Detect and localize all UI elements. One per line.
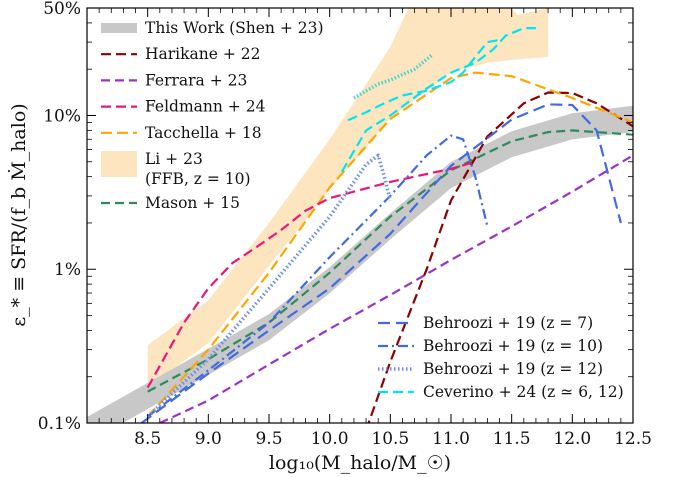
data-layer bbox=[87, 8, 633, 423]
x-tick-label: 10.5 bbox=[371, 429, 409, 449]
y-axis-label: ε_* ≡ SFR/(f_b Ṁ_halo) bbox=[7, 103, 30, 326]
legend-handle-li-ext bbox=[101, 151, 137, 177]
y-tick-label: 0.1% bbox=[38, 414, 81, 434]
legend-layer: This Work (Shen + 23) Harikane + 22 Ferrar… bbox=[101, 19, 624, 401]
legend-handle-shen bbox=[101, 23, 137, 33]
legend-label-mason: Mason + 15 bbox=[145, 194, 240, 212]
x-tick-label: 12.5 bbox=[614, 429, 652, 449]
series-group bbox=[87, 8, 633, 423]
x-tick-label: 11.5 bbox=[493, 429, 531, 449]
series-feldmann-line bbox=[146, 160, 476, 389]
x-tick-label: 8.5 bbox=[134, 429, 161, 449]
series-behroozi10-line bbox=[147, 134, 489, 418]
series-mason-line bbox=[147, 129, 633, 393]
legend-label-li: Li + 23 bbox=[145, 150, 203, 168]
x-tick-label: 12.0 bbox=[553, 429, 591, 449]
legend-label-behroozi10: Behroozi + 19 (z = 10) bbox=[423, 337, 603, 355]
series-behroozi7-line bbox=[140, 103, 622, 423]
x-tick-label: 11.0 bbox=[432, 429, 470, 449]
legend-label-behroozi7: Behroozi + 19 (z = 7) bbox=[423, 314, 593, 332]
series-li-fill bbox=[147, 8, 549, 388]
series-ceverino_z6_ext-line bbox=[347, 38, 500, 122]
series-tacchella-line bbox=[146, 71, 633, 418]
legend-label-ceverino: Ceverino + 24 (z ≃ 6, 12) bbox=[423, 383, 624, 401]
legend-label-ferrara: Ferrara + 23 bbox=[145, 71, 247, 89]
plot-frame bbox=[86, 7, 634, 424]
y-tick-label: 10% bbox=[43, 106, 81, 126]
legend-label-li-sub: (FFB, z = 10) bbox=[145, 170, 251, 188]
y-tick-label: 1% bbox=[54, 260, 81, 280]
x-tick-label: 10.0 bbox=[311, 429, 349, 449]
series-harikane-line bbox=[367, 91, 633, 423]
x-tick-label: 9.5 bbox=[255, 429, 282, 449]
legend-label-harikane: Harikane + 22 bbox=[145, 45, 260, 63]
tick-layer: 8.5 9.0 9.5 10.0 10.5 11.0 11.5 12.0 12.5 0.1% 1% 1… bbox=[38, 0, 652, 449]
legend-label-tacchella: Tacchella + 18 bbox=[145, 124, 262, 142]
series-ceverino_z12-line bbox=[353, 52, 434, 100]
series-ferrara-line bbox=[159, 154, 633, 423]
legend-label-feldmann: Feldmann + 24 bbox=[145, 98, 266, 116]
x-tick-label: 9.0 bbox=[195, 429, 222, 449]
legend-label-behroozi12: Behroozi + 19 (z = 12) bbox=[423, 360, 603, 378]
y-tick-label: 50% bbox=[43, 0, 81, 19]
legend-label-shen: This Work (Shen + 23) bbox=[145, 19, 324, 37]
x-axis-label: log₁₀(M_halo/M_☉) bbox=[269, 452, 451, 474]
series-ceverino-line bbox=[340, 27, 536, 173]
